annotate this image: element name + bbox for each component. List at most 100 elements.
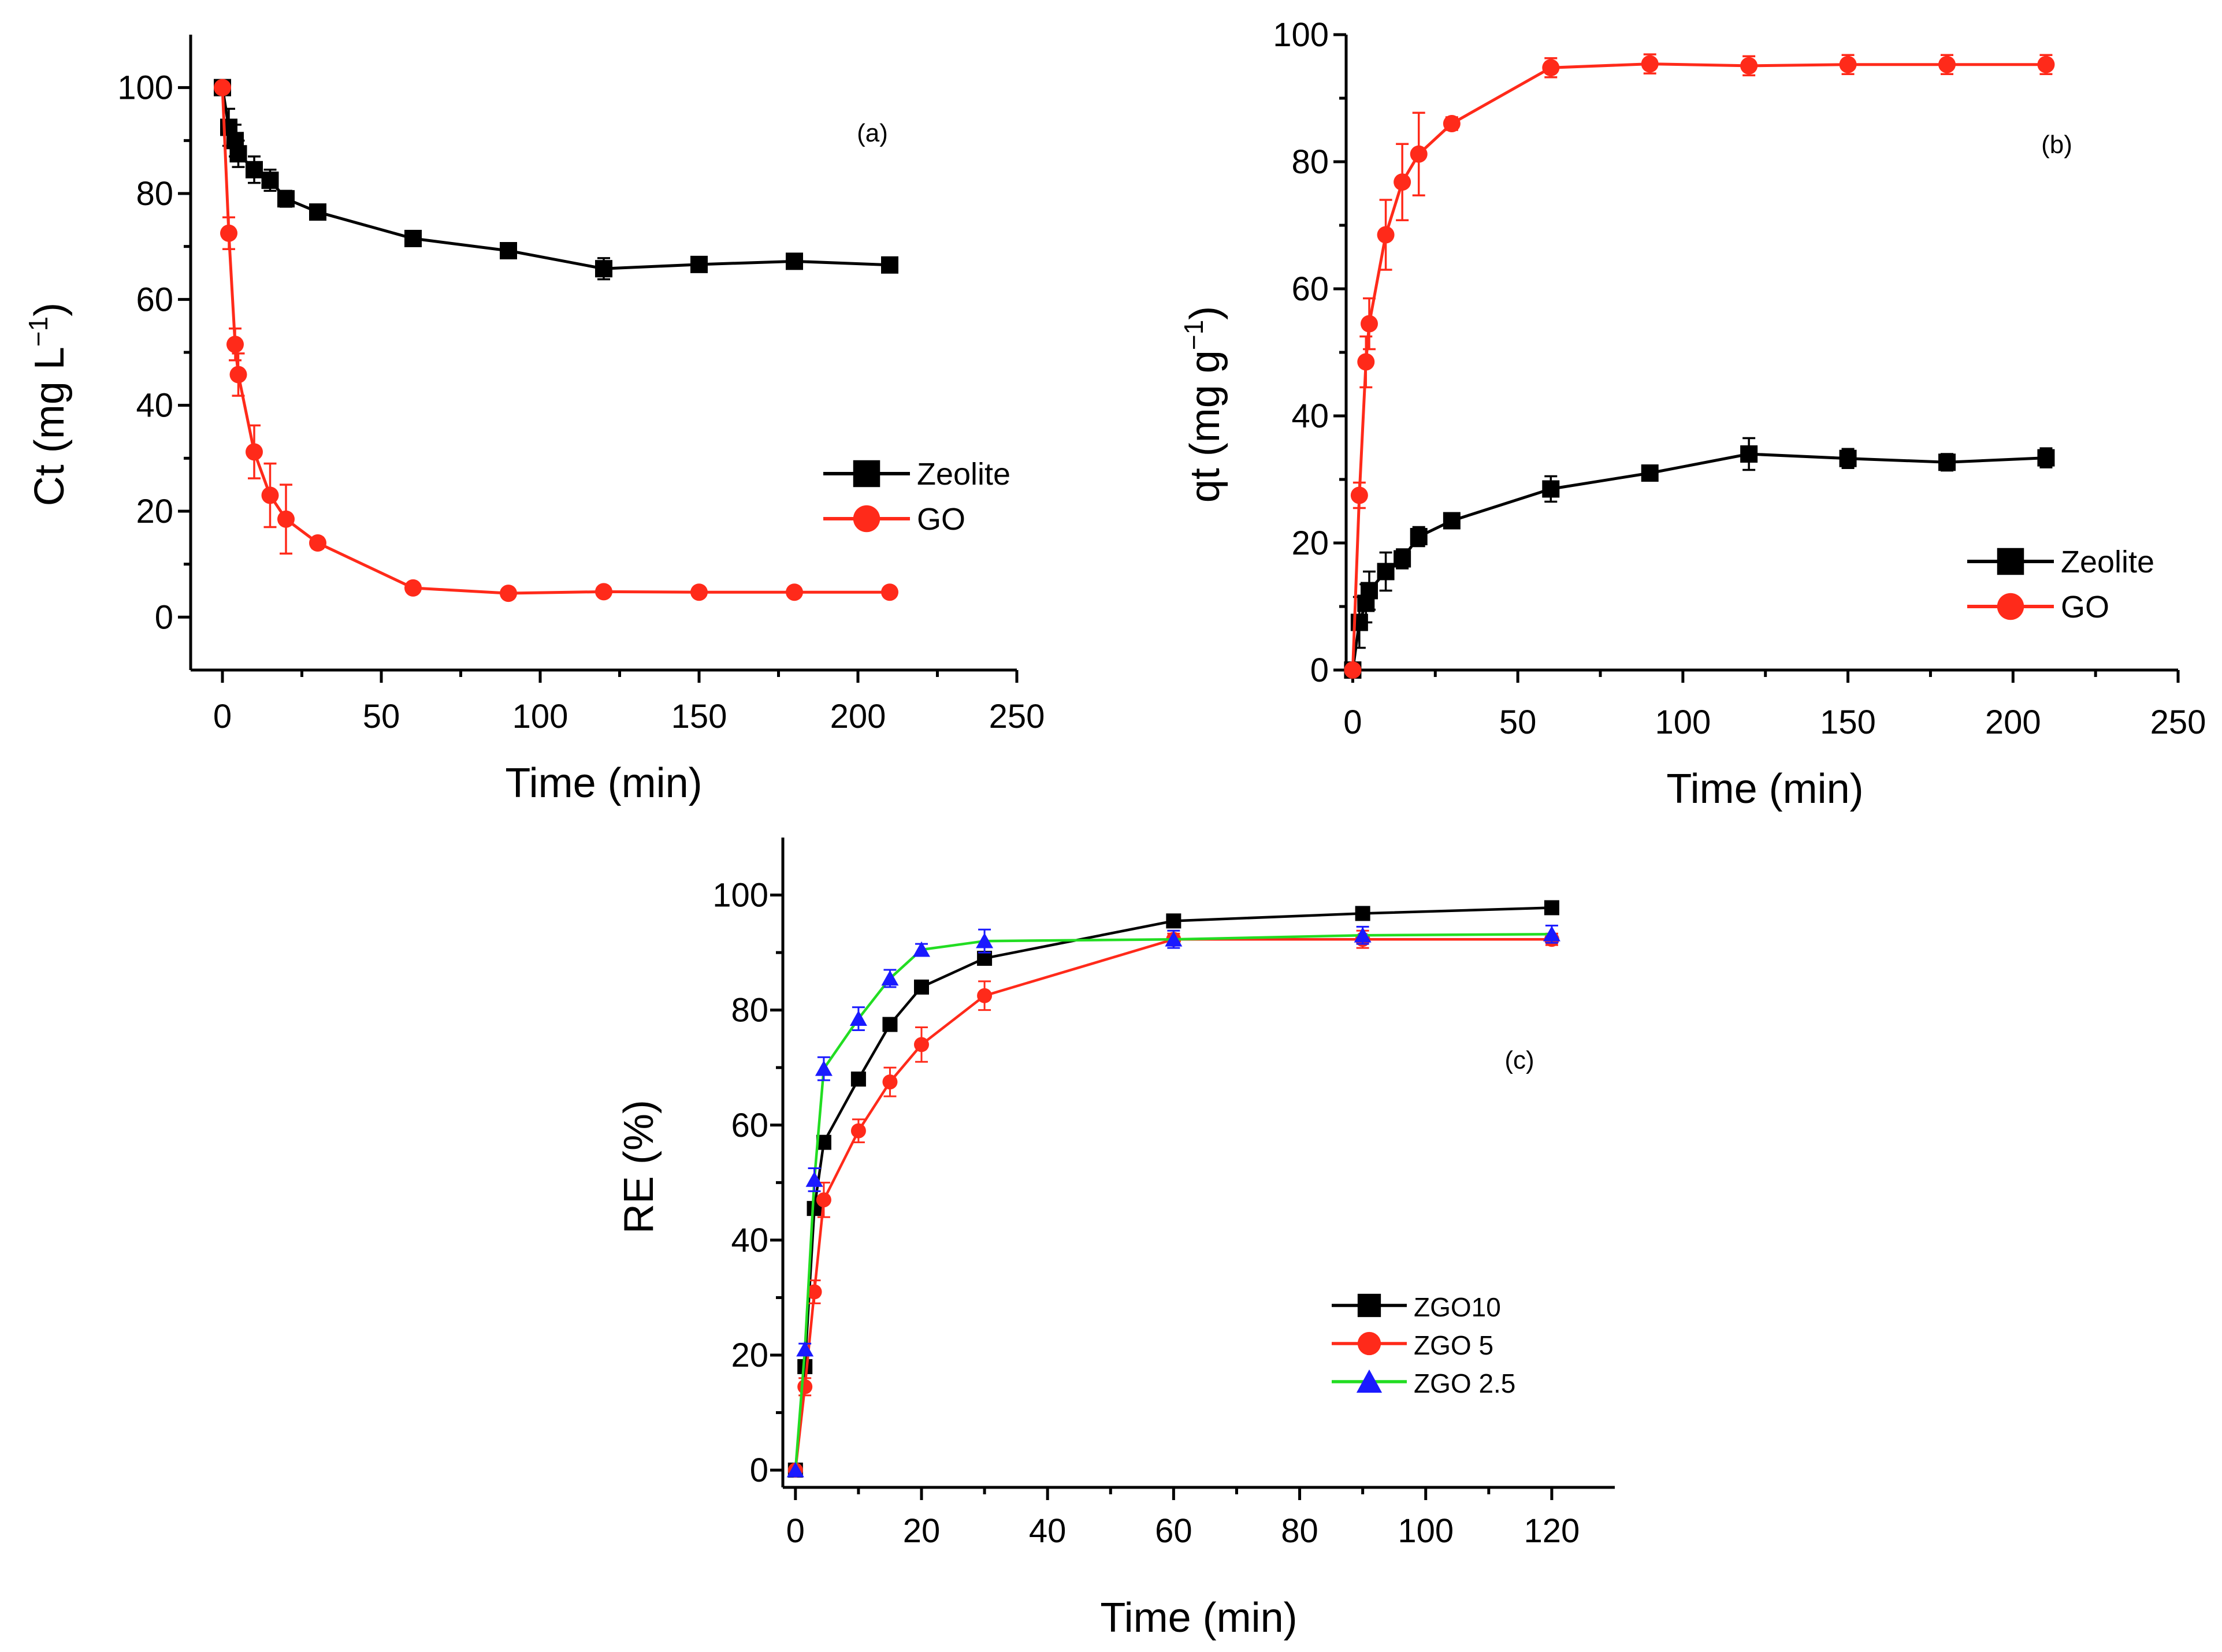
legend-entry: Zeolite [1967,545,2154,579]
panel-a-chart: 0 50 100 150 200 250 0 20 40 60 80 100 Time (min) Ct … [23,35,1045,806]
legend-marker [853,505,880,533]
data-point [1839,449,1857,467]
series-go [214,79,898,602]
legend-marker [1357,1293,1381,1318]
data-point [229,145,247,163]
y-tick-label: 80 [731,992,768,1029]
data-point [1377,563,1395,581]
data-point [1410,528,1428,545]
legend-label: Zeolite [2061,545,2154,579]
data-point [2037,55,2055,73]
data-point [404,229,422,247]
y-tick-label: 60 [731,1107,768,1144]
y-tick-label: 80 [136,175,173,213]
series-zeolite [1344,437,2055,679]
legend-label: Zeolite [917,457,1010,492]
data-point [796,1341,814,1357]
data-point [850,1123,866,1138]
legend-entry: ZGO 2.5 [1332,1368,1515,1398]
y-tick-label: 40 [1291,397,1329,435]
y-tick-label: 60 [136,281,173,318]
legend-label: ZGO 5 [1414,1330,1493,1360]
data-point [261,172,279,189]
data-point [1641,55,1659,73]
x-tick-label: 100 [512,698,568,735]
y-tick-label: 60 [1291,270,1329,308]
x-tick-label: 50 [363,698,400,735]
data-point [1361,582,1378,600]
legend-label: ZGO 2.5 [1414,1368,1515,1398]
data-point [690,255,708,273]
data-point [815,1060,833,1076]
series-go [1344,53,2055,679]
data-point [500,585,517,602]
data-point [786,252,803,270]
data-point [690,583,708,601]
data-point [850,1071,866,1087]
data-point [1165,931,1183,947]
y-axis-title: RE (%) [616,1100,662,1234]
data-point [786,583,803,601]
data-point [1394,173,1411,191]
x-tick-label: 150 [671,698,727,735]
data-point [1357,353,1375,371]
data-point [214,79,231,96]
x-tick-label: 0 [786,1512,805,1550]
y-tick-label: 0 [750,1452,768,1489]
y-axis-title-main: qt (mg g [1182,350,1228,503]
data-point [914,979,929,995]
y-tick-label: 20 [1291,524,1329,562]
legend-marker [1997,593,2024,620]
x-tick-label: 250 [989,698,1045,735]
data-point [1350,486,1368,504]
y-tick-label: 0 [1310,652,1329,689]
legend-marker [853,460,880,488]
y-axis-title: qt (mg g−1) [1179,306,1228,503]
data-point [1443,512,1461,530]
data-point [595,583,612,601]
data-point [882,1017,898,1032]
legend-marker [1357,1331,1381,1356]
panel-c-chart: 0 20 40 60 80 100 120 0 20 40 60 80 100 Time (min) RE … [616,838,1615,1641]
x-tick-label: 200 [1985,704,2041,741]
panel-label: (c) [1504,1046,1534,1074]
y-axis-title-close: ) [1182,306,1228,320]
data-point [1938,55,1956,73]
data-point [881,583,898,601]
panel-label: (a) [857,119,888,147]
x-tick-label: 200 [830,698,886,735]
data-point [1938,453,1956,471]
x-tick-label: 100 [1398,1512,1454,1550]
legend-label: ZGO10 [1414,1292,1501,1322]
data-point [404,579,422,597]
data-point [220,224,237,242]
data-point [1361,315,1378,333]
y-axis-title-superscript: −1 [1179,320,1209,350]
data-point [805,1171,823,1187]
x-axis-title: Time (min) [1666,766,1863,812]
data-point [881,970,899,986]
data-point [786,1461,804,1478]
x-tick-label: 0 [213,698,232,735]
data-point [1740,445,1758,463]
x-tick-label: 250 [2150,704,2206,741]
x-tick-label: 0 [1343,704,1362,741]
y-tick-label: 100 [712,877,768,914]
data-point [246,443,263,461]
y-axis-title-main: RE (%) [616,1100,662,1234]
series-zgo-2.5 [786,924,1560,1478]
data-point [229,366,247,384]
data-point [1542,59,1560,77]
data-point [1354,927,1372,943]
data-point [309,534,326,552]
x-tick-label: 60 [1155,1512,1192,1550]
data-point [1410,145,1428,163]
x-tick-label: 80 [1281,1512,1318,1550]
data-point [1166,913,1181,929]
x-tick-label: 120 [1524,1512,1580,1550]
panel-label: (b) [2041,131,2072,159]
y-tick-label: 40 [731,1222,768,1259]
x-tick-label: 20 [903,1512,941,1550]
data-point [1544,900,1559,916]
